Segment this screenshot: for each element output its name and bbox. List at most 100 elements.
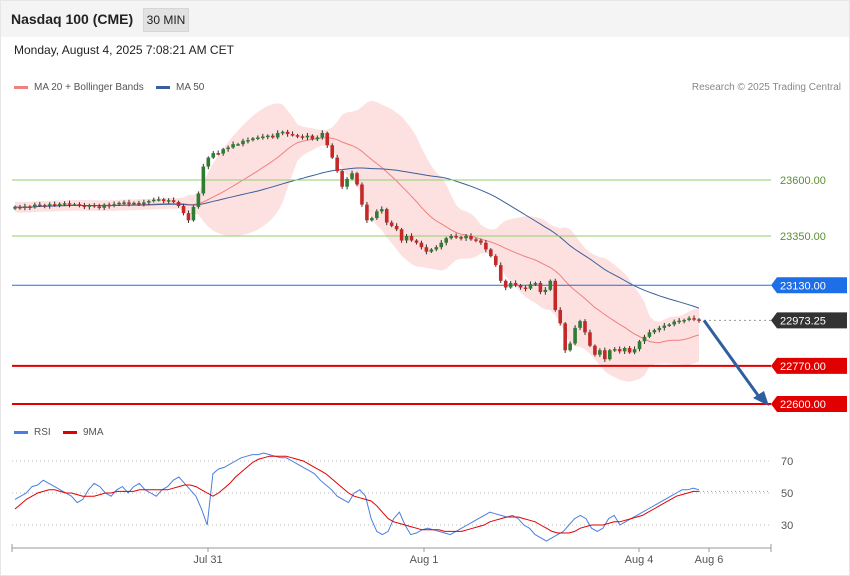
candle-body [28,206,32,208]
candle-body [697,319,701,321]
candle-body [498,265,503,281]
candle-body [474,239,478,241]
candle-body [151,199,156,202]
candle-body [563,323,567,351]
candle-body [573,327,577,344]
legend-rsi: RSI [14,427,51,438]
candle-body [285,131,290,135]
candle-body [672,321,677,325]
candle-body [33,204,37,208]
candle-body [434,247,439,250]
candle-body [275,132,280,138]
rsi-level-label-50: 50 [781,488,793,500]
candle-body [117,202,121,205]
rsi-level-label-30: 30 [781,520,793,532]
candle-body [528,284,533,289]
rsi-ma-legend-label: 9MA [83,427,104,438]
rsi-ma-line [14,455,699,534]
candle-body [171,200,176,202]
candle-body [489,249,493,257]
candle-body [508,283,513,288]
candle-body [419,242,424,248]
candle-body [657,327,662,331]
timeframe-button[interactable]: 30 MIN [143,8,189,32]
candle-body [404,236,409,241]
rsi-swatch [14,431,28,434]
candle-body [191,206,196,221]
candle-body [622,348,627,352]
candle-body [617,349,622,352]
candle-body [42,205,47,207]
candle-body [449,236,453,239]
candle-body [479,240,483,243]
candle-body [375,211,379,219]
candle-body [459,237,463,239]
time-label-Aug-6: Aug 6 [695,554,724,566]
candle-body [568,343,572,351]
candle-body [196,193,201,207]
candle-body [87,205,92,207]
candle-body [370,218,374,221]
candle-body [231,144,235,148]
price-chart: 23600.00 23350.00 23130.00 22973.25 22770.00… [12,100,847,412]
candle-body [62,203,67,205]
candle-body [137,202,141,205]
candle-body [72,204,77,206]
candle-body [558,309,563,324]
candle-body [206,157,211,167]
candle-body [335,157,339,172]
candle-body [340,171,344,187]
candle-body [598,350,602,355]
forecast-arrowhead [753,391,769,406]
timestamp: Monday, August 4, 2025 7:08:21 AM CET [14,43,234,57]
candle-body [241,140,245,145]
candle-body [578,321,582,328]
candle-body [47,204,52,206]
candle-body [682,320,686,322]
candle-body [315,137,320,140]
candle-body [305,135,310,138]
candle-body [389,222,394,226]
candle-body [409,236,414,241]
level-tag-22973.25 [771,312,847,329]
candle-body [300,136,305,138]
candle-body [132,202,136,205]
candle-body [692,318,696,320]
candle-body [280,131,285,134]
candle-body [102,204,107,208]
candle-body [181,205,186,214]
level-label-23130.00: 23130.00 [780,280,826,292]
candle-body [360,184,364,205]
candle-body [226,147,230,150]
candle-body [201,166,206,194]
candle-body [176,201,181,206]
candle-body [399,229,404,241]
candle-body [13,206,17,209]
candle-body [603,350,607,360]
candle-body [295,135,300,137]
candle-body [553,280,558,310]
candle-body [454,236,458,238]
time-label-Aug-1: Aug 1 [410,554,439,566]
candle-body [355,173,359,185]
candle-body [320,132,325,138]
copyright-text: Research © 2025 Trading Central [691,82,841,93]
rsi-line [14,452,700,542]
candle-body [52,204,57,206]
candle-body [330,145,335,158]
ma50-swatch [156,86,170,89]
bollinger-band [15,100,699,382]
candle-body [97,206,102,208]
candle-body [236,144,240,146]
candle-body [637,341,642,350]
header-bar: Nasdaq 100 (CME) 30 MIN [1,1,849,37]
level-label-22770.00: 22770.00 [780,361,826,373]
candle-body [414,240,419,243]
candle-body [607,350,612,360]
candle-body [642,336,647,342]
time-label-Jul-31: Jul 31 [193,554,222,566]
candle-body [667,324,672,326]
candle-body [270,135,275,138]
candle-body [156,199,161,201]
candle-body [444,238,449,243]
